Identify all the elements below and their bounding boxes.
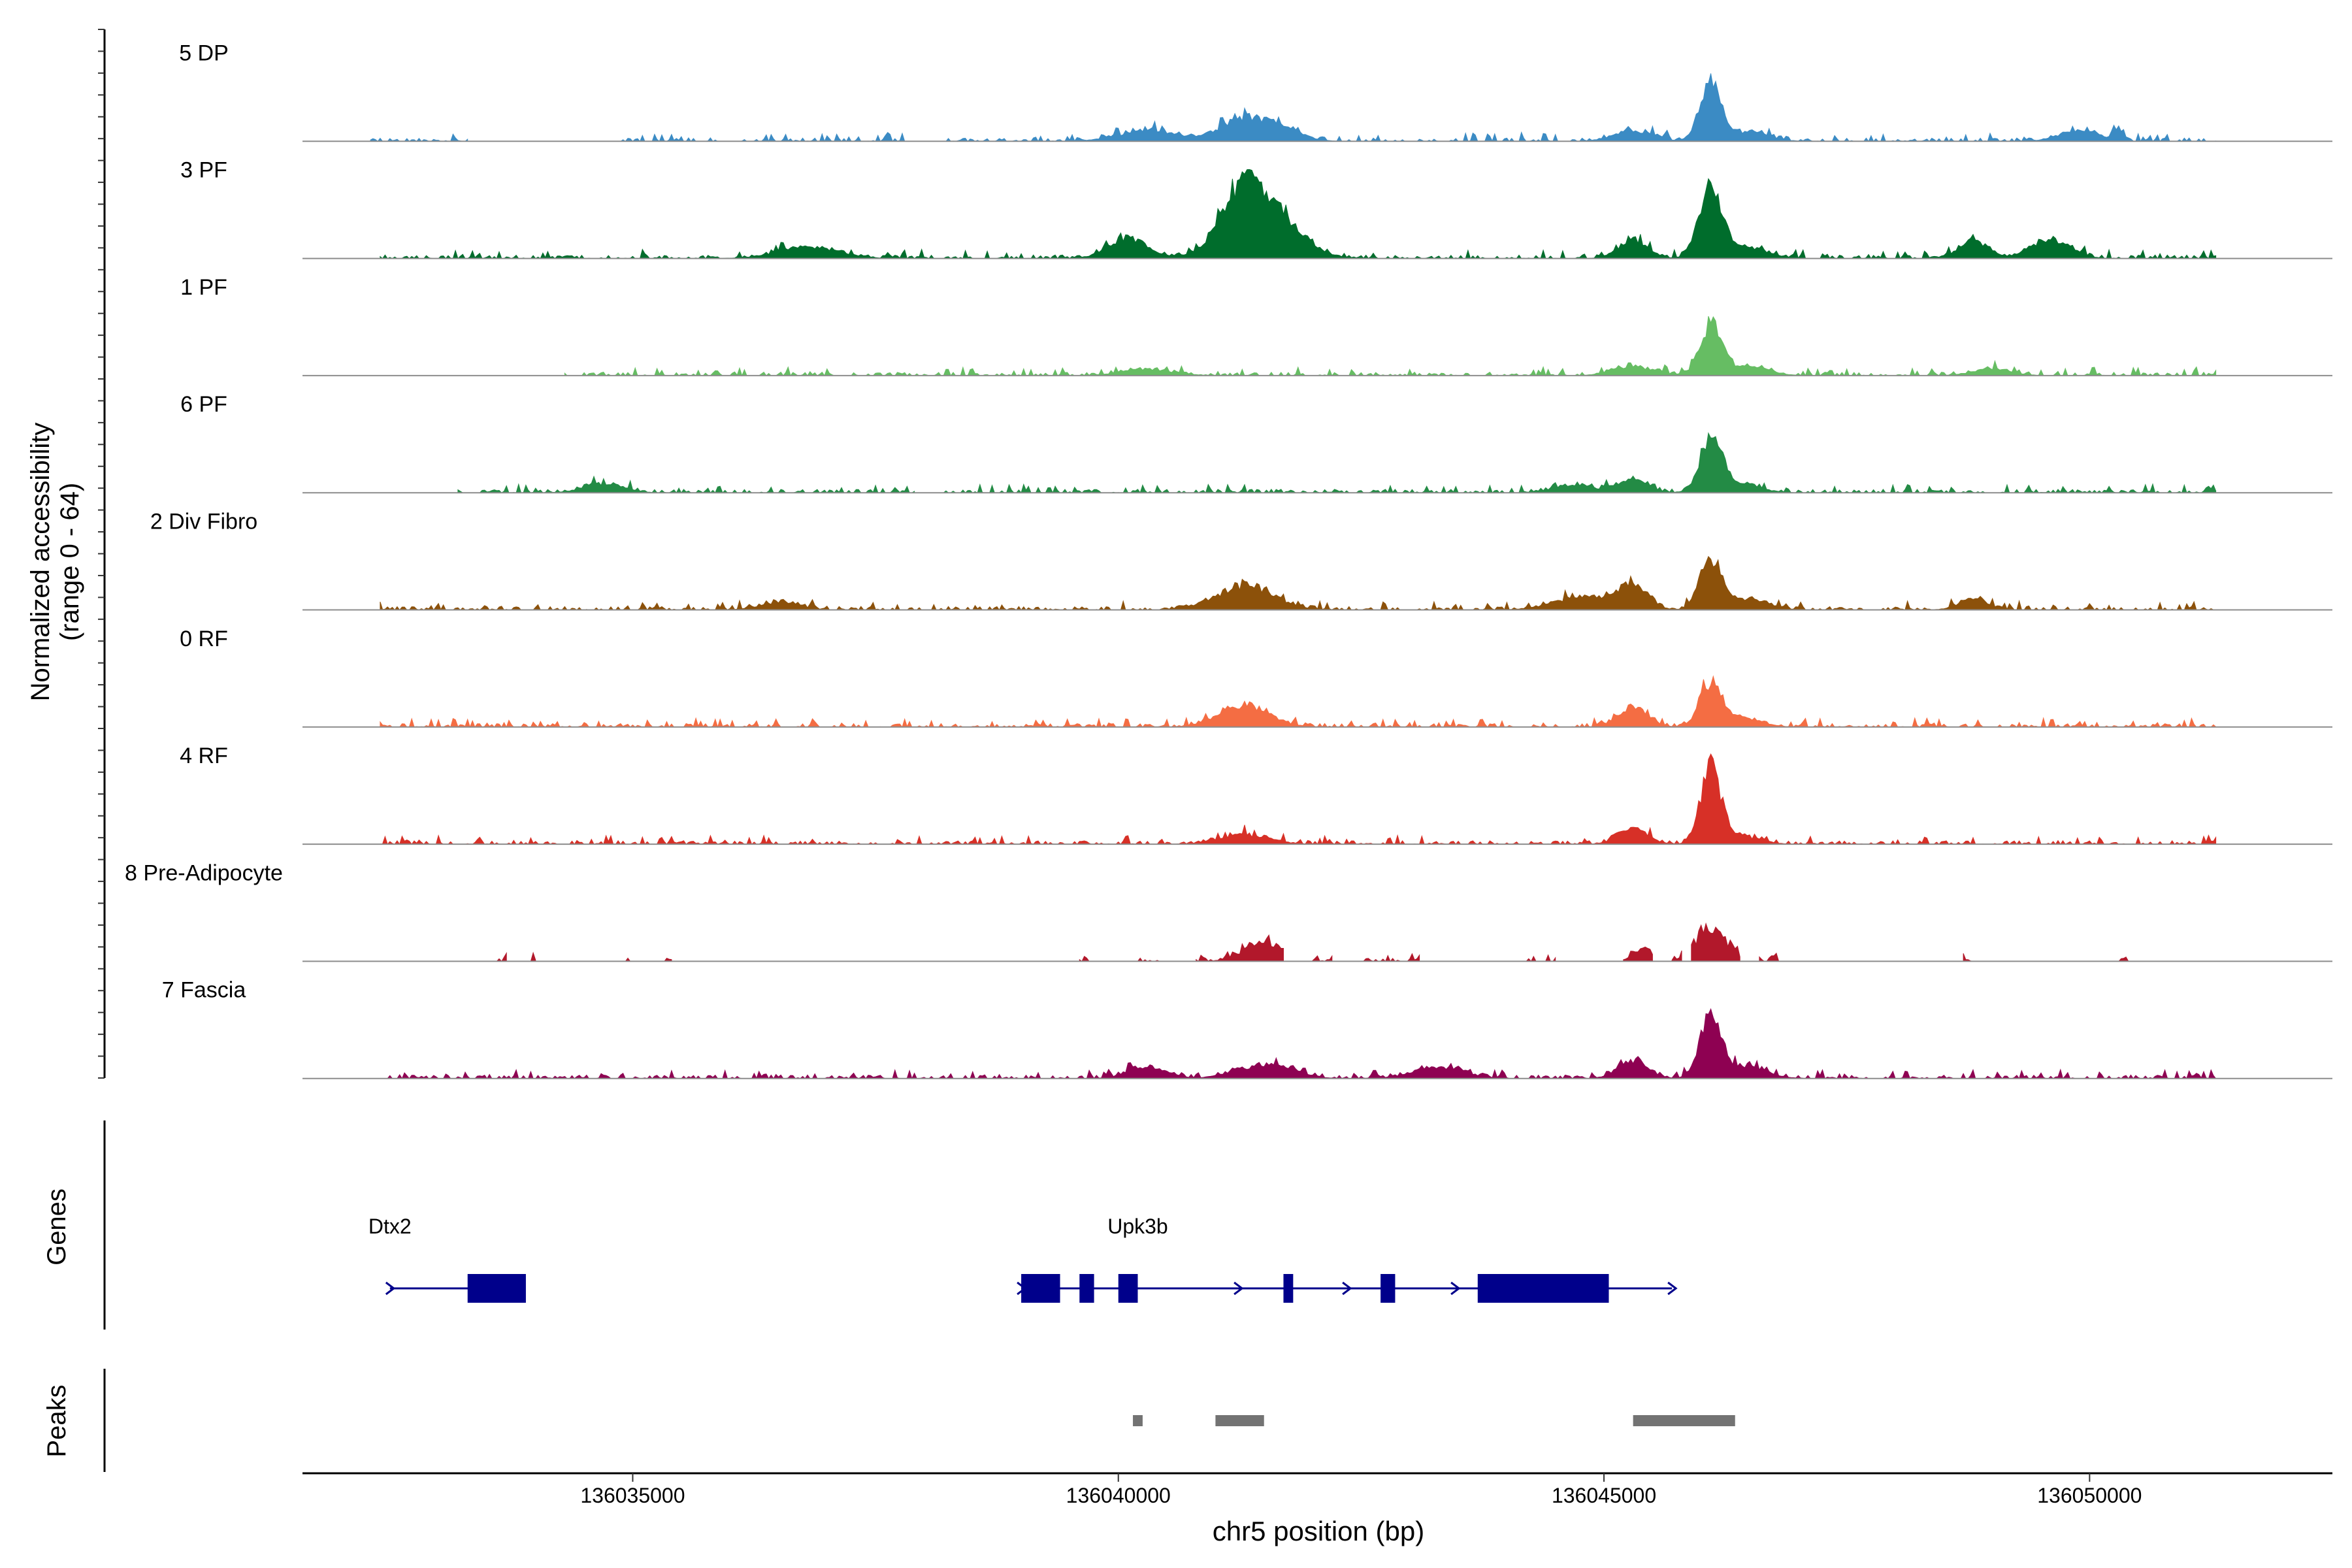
peak-region: [1133, 1415, 1143, 1426]
gene-annotation-panel: Dtx2 Upk3b: [368, 1215, 1678, 1303]
peak-region: [1633, 1415, 1735, 1426]
gene-exon: [1079, 1274, 1094, 1303]
track-area: [380, 753, 2217, 845]
track-labels: 5 DP 3 PF 1 PF 6 PF 2 Div Fibro 0 RF 4 RF 8 Pre…: [125, 41, 283, 1002]
track-label: 4 RF: [180, 743, 228, 768]
track-label: 5 DP: [179, 41, 229, 65]
x-axis-label: chr5 position (bp): [1213, 1516, 1425, 1546]
y-axis-label-line1: Normalized accessibility: [26, 423, 55, 702]
track-label: 7 Fascia: [162, 978, 246, 1003]
strand-arrow: [385, 1281, 396, 1296]
track-area: [496, 922, 2129, 962]
genes-panel-label: Genes: [42, 1188, 71, 1266]
gene-upk3b: Upk3b: [1017, 1215, 1678, 1303]
track-3-pf: [302, 169, 2332, 259]
peak-region: [1215, 1415, 1264, 1426]
gene-exon: [1283, 1274, 1294, 1303]
gene-label: Upk3b: [1107, 1215, 1168, 1238]
peaks-panel: [1133, 1415, 1735, 1426]
gene-exon: [1477, 1274, 1609, 1303]
track-area: [380, 1007, 2217, 1080]
track-label: 1 PF: [180, 275, 227, 300]
track-8-pre-adipocyte: [302, 922, 2332, 962]
track-0-rf: [302, 675, 2332, 728]
x-tick-label: 136050000: [2037, 1484, 2142, 1507]
coverage-tracks: [302, 73, 2332, 1080]
track-area: [380, 169, 2217, 259]
strand-arrow: [1667, 1281, 1678, 1296]
track-label: 2 Div Fibro: [150, 510, 257, 534]
strand-arrow: [1233, 1281, 1244, 1296]
x-tick-label: 136035000: [580, 1484, 685, 1507]
track-6-pf: [302, 432, 2332, 494]
gene-label: Dtx2: [368, 1215, 412, 1238]
track-2-div-fibro: [302, 555, 2332, 611]
track-area: [564, 316, 2217, 377]
track-label: 0 RF: [180, 627, 228, 651]
strand-arrow: [1450, 1281, 1461, 1296]
gene-exon: [1118, 1274, 1138, 1303]
track-label: 8 Pre-Adipocyte: [125, 860, 283, 885]
y-axis-label-line2: (range 0 - 64): [56, 483, 84, 641]
track-4-rf: [302, 753, 2332, 845]
track-area: [380, 555, 2216, 611]
x-tick-label: 136045000: [1552, 1484, 1656, 1507]
track-1-pf: [302, 316, 2332, 377]
track-label: 3 PF: [180, 158, 227, 183]
track-label: 6 PF: [180, 392, 227, 417]
axes: 136035000 136040000 136045000 136050000: [98, 29, 2332, 1507]
x-tick-label: 136040000: [1066, 1484, 1171, 1507]
peaks-panel-label: Peaks: [42, 1384, 71, 1457]
track-area: [380, 675, 2217, 728]
gene-exon: [1380, 1274, 1396, 1303]
gene-dtx2: Dtx2: [368, 1215, 526, 1303]
strand-arrow: [1342, 1281, 1352, 1296]
track-5-dp: [302, 73, 2332, 142]
gene-exon: [467, 1274, 526, 1303]
track-area: [457, 432, 2217, 494]
track-7-fascia: [302, 1007, 2332, 1080]
track-area: [370, 73, 2217, 142]
gene-exon: [1021, 1274, 1060, 1303]
